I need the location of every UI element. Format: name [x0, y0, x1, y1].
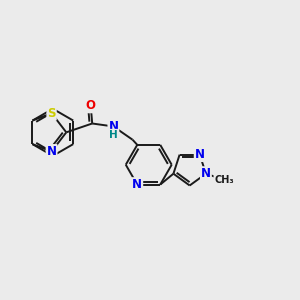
- Text: CH₃: CH₃: [214, 175, 234, 184]
- Text: H: H: [109, 130, 118, 140]
- Text: N: N: [46, 145, 57, 158]
- Text: O: O: [86, 99, 96, 112]
- Text: N: N: [201, 167, 211, 180]
- Text: N: N: [132, 178, 142, 191]
- Text: N: N: [108, 120, 118, 133]
- Text: N: N: [195, 148, 205, 161]
- Text: S: S: [47, 107, 56, 120]
